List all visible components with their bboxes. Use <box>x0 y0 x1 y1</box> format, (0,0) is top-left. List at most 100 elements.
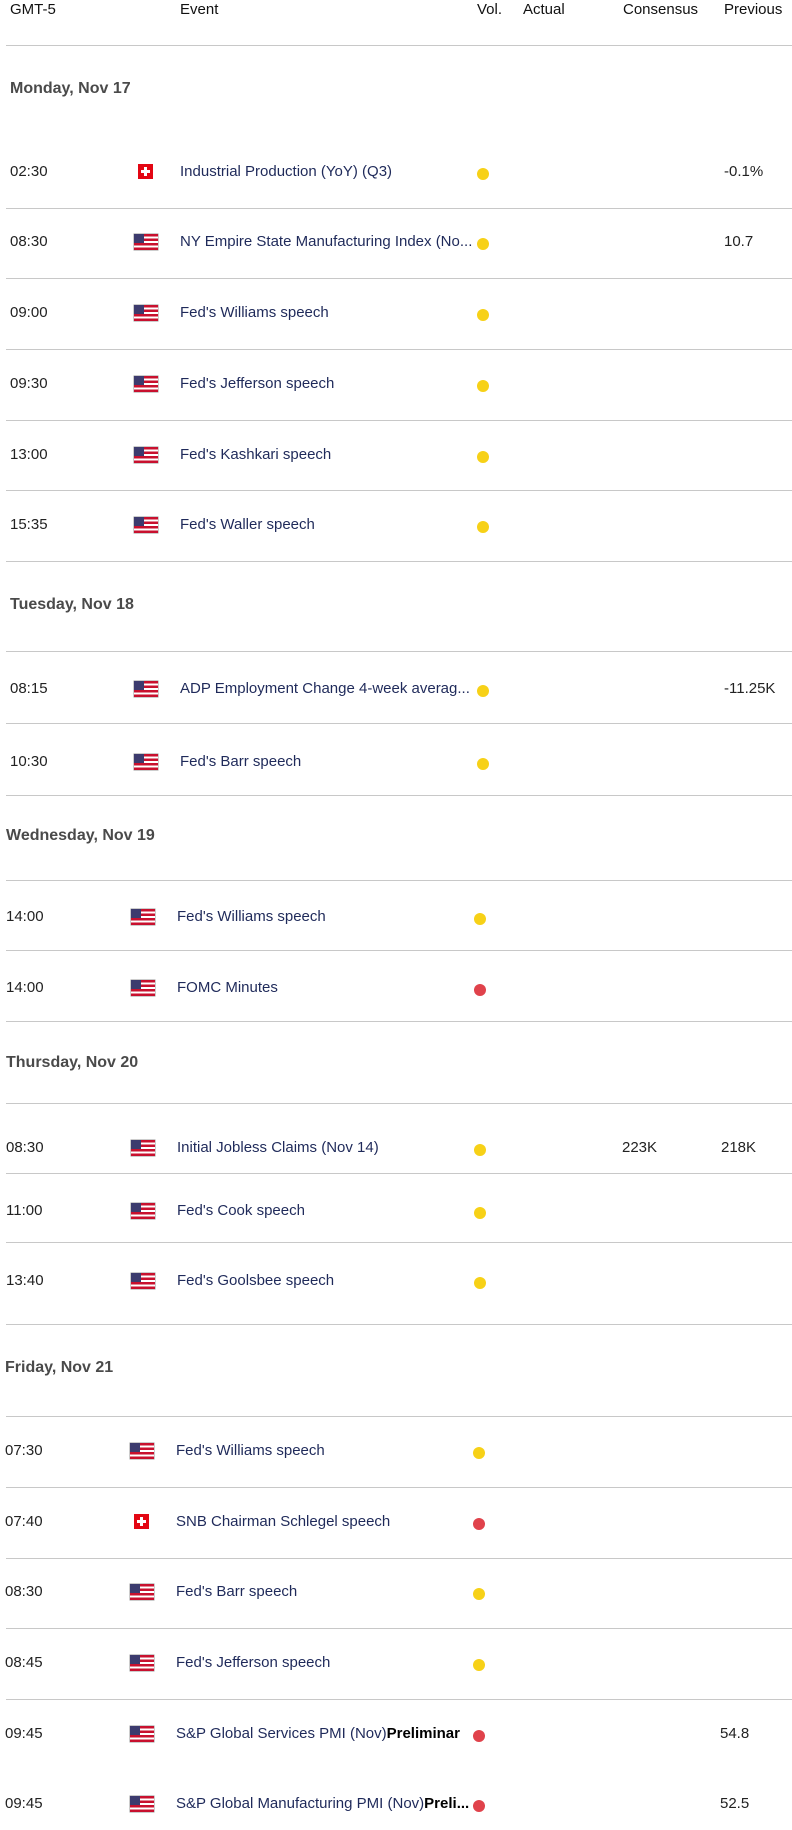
medium-volatility-dot <box>473 1659 485 1671</box>
event-time: 11:00 <box>6 1202 43 1219</box>
row-divider <box>6 880 792 881</box>
medium-volatility-dot <box>473 1588 485 1600</box>
event-row[interactable]: 13:40 Fed's Goolsbee speech <box>0 1272 792 1292</box>
event-name[interactable]: Fed's Williams speech <box>176 1442 471 1459</box>
event-row[interactable]: 08:15 ADP Employment Change 4-week averag… <box>0 680 792 700</box>
event-row[interactable]: 10:30 Fed's Barr speech <box>0 753 792 773</box>
row-divider <box>6 950 792 951</box>
medium-volatility-dot <box>474 1144 486 1156</box>
event-name[interactable]: Fed's Williams speech <box>180 304 475 321</box>
row-divider <box>6 349 792 350</box>
row-divider <box>6 1242 792 1243</box>
event-row[interactable]: 09:30 Fed's Jefferson speech <box>0 375 792 395</box>
medium-volatility-dot <box>477 380 489 392</box>
event-row[interactable]: 02:30 Industrial Production (YoY) (Q3) -0.… <box>0 163 792 183</box>
medium-volatility-dot <box>477 451 489 463</box>
event-name[interactable]: Fed's Williams speech <box>177 908 472 925</box>
event-name[interactable]: Fed's Jefferson speech <box>176 1654 471 1671</box>
event-name-text: S&P Global Services PMI (Nov) <box>176 1725 387 1742</box>
event-row[interactable]: 08:30 NY Empire State Manufacturing Index… <box>0 233 792 253</box>
event-row[interactable]: 09:45 S&P Global Manufacturing PMI (Nov)P… <box>0 1795 792 1815</box>
flag-usa-icon <box>131 980 155 996</box>
event-name-text: Fed's Jefferson speech <box>176 1654 331 1671</box>
event-name-text: SNB Chairman Schlegel speech <box>176 1513 391 1530</box>
event-row[interactable]: 07:40 SNB Chairman Schlegel speech <box>0 1513 792 1533</box>
event-row[interactable]: 07:30 Fed's Williams speech <box>0 1442 792 1462</box>
event-time: 09:30 <box>10 375 48 392</box>
event-name[interactable]: S&P Global Manufacturing PMI (Nov)Preli.… <box>176 1795 471 1812</box>
flag-usa-icon <box>131 1203 155 1219</box>
event-name[interactable]: FOMC Minutes <box>177 979 472 996</box>
flag-usa-icon <box>134 754 158 770</box>
flag-usa-icon <box>134 681 158 697</box>
medium-volatility-dot <box>474 1277 486 1289</box>
medium-volatility-dot <box>473 1447 485 1459</box>
event-row[interactable]: 11:00 Fed's Cook speech <box>0 1202 792 1222</box>
event-time: 08:30 <box>10 233 48 250</box>
event-name[interactable]: Fed's Goolsbee speech <box>177 1272 472 1289</box>
event-time: 08:30 <box>6 1139 44 1156</box>
event-row[interactable]: 13:00 Fed's Kashkari speech <box>0 446 792 466</box>
event-row[interactable]: 08:30 Fed's Barr speech <box>0 1583 792 1603</box>
event-row[interactable]: 08:45 Fed's Jefferson speech <box>0 1654 792 1674</box>
event-time: 08:45 <box>5 1654 43 1671</box>
previous-value: 52.5 <box>720 1795 750 1812</box>
row-divider <box>6 1699 792 1700</box>
event-name[interactable]: Fed's Barr speech <box>176 1583 471 1600</box>
flag-usa-icon <box>131 1140 155 1156</box>
event-time: 10:30 <box>10 753 48 770</box>
event-row[interactable]: 08:30 Initial Jobless Claims (Nov 14) 223K… <box>0 1139 792 1159</box>
day-heading: Wednesday, Nov 19 <box>6 827 155 844</box>
event-row[interactable]: 15:35 Fed's Waller speech <box>0 516 792 536</box>
row-divider <box>6 278 792 279</box>
event-name[interactable]: S&P Global Services PMI (Nov)Preliminar <box>176 1725 471 1742</box>
event-name-text: Industrial Production (YoY) (Q3) <box>180 163 393 180</box>
event-name[interactable]: Fed's Jefferson speech <box>180 375 475 392</box>
event-name[interactable]: Fed's Waller speech <box>180 516 475 533</box>
event-name[interactable]: ADP Employment Change 4-week averag... <box>180 680 475 697</box>
row-divider <box>6 561 792 562</box>
medium-volatility-dot <box>477 685 489 697</box>
flag-usa-icon <box>134 376 158 392</box>
event-name[interactable]: NY Empire State Manufacturing Index (No.… <box>180 233 475 250</box>
row-divider <box>6 1324 792 1325</box>
event-name[interactable]: Industrial Production (YoY) (Q3) <box>180 163 475 180</box>
consensus-value: 223K <box>622 1139 658 1156</box>
row-divider <box>6 651 792 652</box>
high-volatility-dot <box>473 1518 485 1530</box>
event-name-text: Fed's Jefferson speech <box>180 375 335 392</box>
event-name-text: Initial Jobless Claims (Nov 14) <box>177 1139 379 1156</box>
event-row[interactable]: 09:00 Fed's Williams speech <box>0 304 792 324</box>
medium-volatility-dot <box>477 309 489 321</box>
previous-value: 10.7 <box>724 233 754 250</box>
event-header: Event <box>180 1 219 18</box>
previous-value: 218K <box>721 1139 757 1156</box>
event-time: 09:45 <box>5 1795 43 1812</box>
event-name[interactable]: Fed's Cook speech <box>177 1202 472 1219</box>
row-divider <box>6 723 792 724</box>
event-name-text: ADP Employment Change 4-week averag... <box>180 680 470 697</box>
row-divider <box>6 490 792 491</box>
event-name[interactable]: Initial Jobless Claims (Nov 14) <box>177 1139 472 1156</box>
event-time: 13:40 <box>6 1272 44 1289</box>
event-name[interactable]: SNB Chairman Schlegel speech <box>176 1513 471 1530</box>
event-time: 09:45 <box>5 1725 43 1742</box>
row-divider <box>6 1416 792 1417</box>
row-divider <box>6 1021 792 1022</box>
event-name-text: Fed's Cook speech <box>177 1202 305 1219</box>
day-heading: Tuesday, Nov 18 <box>10 596 134 613</box>
event-name[interactable]: Fed's Kashkari speech <box>180 446 475 463</box>
event-name-suffix: Preliminar <box>386 1725 460 1742</box>
flag-switzerland-icon <box>138 164 153 179</box>
event-row[interactable]: 09:45 S&P Global Services PMI (Nov)Prelim… <box>0 1725 792 1745</box>
flag-usa-icon <box>134 517 158 533</box>
medium-volatility-dot <box>477 521 489 533</box>
event-name-text: S&P Global Manufacturing PMI (Nov) <box>176 1795 425 1812</box>
day-heading: Thursday, Nov 20 <box>6 1054 139 1071</box>
event-time: 15:35 <box>10 516 48 533</box>
event-time: 08:15 <box>10 680 48 697</box>
event-row[interactable]: 14:00 Fed's Williams speech <box>0 908 792 928</box>
event-name[interactable]: Fed's Barr speech <box>180 753 475 770</box>
event-row[interactable]: 14:00 FOMC Minutes <box>0 979 792 999</box>
medium-volatility-dot <box>474 913 486 925</box>
